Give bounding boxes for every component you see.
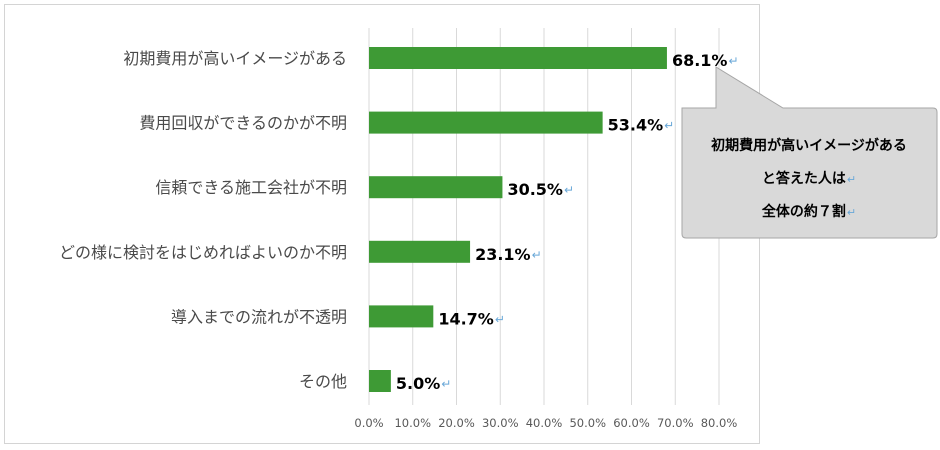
callout-text: 初期費用が高いイメージがある と答えた人は↵ 全体の約７割↵ (683, 122, 935, 236)
paragraph-mark: ↵ (664, 119, 674, 133)
x-tick-label: 60.0% (613, 416, 650, 430)
category-label: 信頼できる施工会社が不明 (155, 178, 347, 197)
data-label: 68.1% (672, 51, 728, 70)
x-tick-label: 70.0% (657, 416, 694, 430)
x-tick-label: 0.0% (354, 416, 383, 430)
paragraph-mark: ↵ (846, 172, 857, 186)
category-labels: 初期費用が高いイメージがある費用回収ができるのかが不明信頼できる施工会社が不明ど… (59, 49, 347, 391)
bar (369, 111, 603, 134)
x-tick-label: 20.0% (438, 416, 475, 430)
x-tick-label: 10.0% (394, 416, 431, 430)
paragraph-mark: ↵ (441, 377, 451, 391)
paragraph-mark: ↵ (532, 248, 542, 262)
paragraph-mark: ↵ (564, 183, 574, 197)
callout-line-3: 全体の約７割↵ (761, 203, 857, 220)
bars (369, 47, 667, 392)
data-label: 23.1% (475, 245, 531, 264)
data-label: 30.5% (507, 180, 563, 199)
callout-box (681, 66, 938, 239)
category-label: その他 (299, 372, 347, 391)
paragraph-mark: ↵ (495, 312, 505, 326)
x-tick-label: 40.0% (526, 416, 563, 430)
category-label: 導入までの流れが不透明 (171, 307, 347, 326)
bar (369, 176, 503, 199)
bar (369, 240, 471, 263)
x-axis-tick-labels: 0.0% 10.0% 20.0% 30.0% 40.0% 50.0% 60.0% 70.0% 8… (354, 416, 737, 430)
bar (369, 47, 667, 69)
bar (369, 305, 434, 328)
x-tick-label: 30.0% (482, 416, 519, 430)
x-tick-label: 50.0% (569, 416, 606, 430)
gridlines (368, 28, 720, 405)
x-tick-label: 80.0% (701, 416, 738, 430)
category-label: 費用回収ができるのかが不明 (139, 114, 347, 133)
category-label: どの様に検討をはじめればよいのか不明 (59, 243, 347, 262)
data-label: 5.0% (396, 374, 440, 393)
paragraph-mark: ↵ (728, 54, 738, 68)
category-label: 初期費用が高いイメージがある (123, 49, 347, 68)
data-labels: 68.1% ↵53.4% ↵30.5% ↵23.1% ↵14.7% ↵5.0% ↵ (396, 51, 739, 393)
callout-line-1: 初期費用が高いイメージがある (711, 137, 907, 154)
paragraph-mark: ↵ (846, 205, 857, 219)
data-label: 53.4% (608, 116, 664, 135)
data-label: 14.7% (438, 309, 494, 328)
callout-line-2: と答えた人は↵ (761, 170, 857, 187)
bar (369, 370, 391, 392)
